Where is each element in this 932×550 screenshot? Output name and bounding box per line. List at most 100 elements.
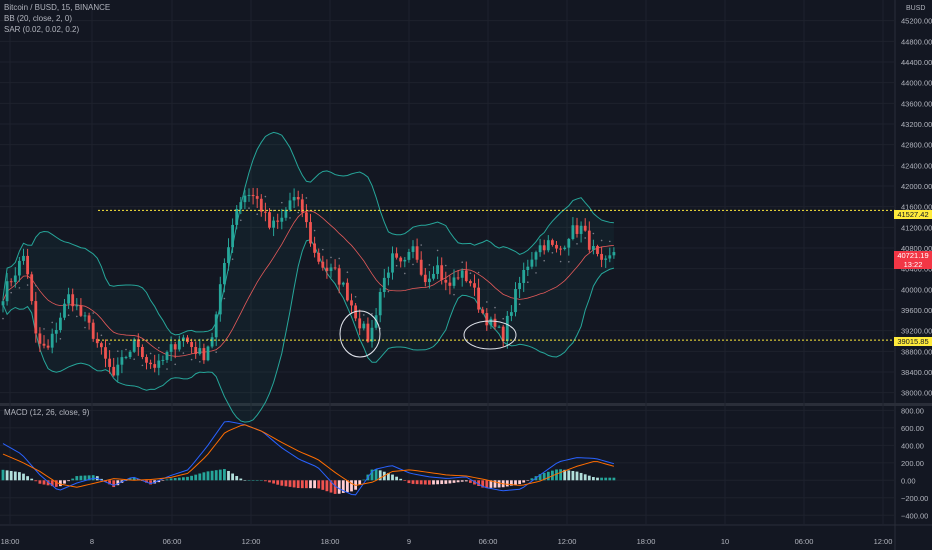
- axes[interactable]: 45200.00 44800.00 44400.00 44000.00 43600.00…: [1, 17, 932, 546]
- macd-histogram-bar: [1, 469, 5, 481]
- drawing-annotations[interactable]: [339, 310, 517, 358]
- sar-dot: [43, 328, 45, 330]
- macd-histogram-bar: [374, 469, 378, 481]
- bb-legend[interactable]: BB (20, close, 2, 0): [4, 14, 73, 23]
- macd-histogram-bar: [5, 470, 9, 481]
- candle-body: [452, 277, 456, 286]
- candle-body: [362, 323, 366, 329]
- candle-body: [464, 270, 468, 282]
- horizontal-levels[interactable]: [98, 209, 895, 341]
- macd-histogram-bar: [423, 480, 427, 485]
- macd-histogram-bar: [194, 474, 198, 481]
- candle-body: [436, 265, 439, 274]
- macd-histogram-bar: [288, 480, 292, 487]
- macd-histogram-bar: [71, 478, 75, 481]
- macd-histogram-bar: [571, 470, 575, 481]
- sar-dot: [281, 201, 283, 204]
- candle-body: [600, 253, 603, 260]
- time-tick-label: 12:00: [558, 537, 577, 546]
- candle-body: [71, 294, 75, 307]
- macd-histogram-bar: [313, 480, 316, 489]
- macd-histogram-bar: [182, 477, 185, 481]
- macd-histogram-bar: [177, 477, 181, 481]
- macd-histogram-bar: [559, 469, 562, 481]
- candle-body: [505, 315, 509, 342]
- macd-histogram-bar: [514, 480, 517, 485]
- sar-dot: [76, 315, 78, 318]
- macd-histogram-bar: [292, 480, 296, 488]
- price-tick-label: 38400.00: [901, 368, 932, 377]
- candle-body: [473, 283, 476, 288]
- macd-histogram-bar: [59, 480, 62, 487]
- candle-body: [612, 252, 616, 256]
- macd-histogram-bar: [575, 471, 579, 481]
- macd-histogram-bar: [473, 480, 476, 485]
- macd-histogram-bar: [542, 472, 546, 481]
- sar-dot: [133, 358, 135, 360]
- candle-body: [177, 340, 181, 350]
- candle-body: [358, 318, 362, 329]
- sar-dot: [346, 271, 349, 274]
- macd-histogram-bar: [325, 480, 329, 492]
- sar-dot: [518, 303, 521, 306]
- candle-body: [501, 326, 505, 342]
- candle-body: [46, 345, 50, 348]
- candle-body: [518, 282, 521, 290]
- candle-body: [206, 346, 210, 361]
- candle-body: [382, 277, 386, 292]
- price-tick-label: 41200.00: [901, 223, 932, 232]
- candle-body: [83, 315, 87, 317]
- macd-histogram-bar: [38, 480, 42, 484]
- candle-body: [399, 257, 403, 262]
- candle-body: [489, 318, 493, 326]
- currency-label: BUSD: [906, 5, 926, 12]
- candle-body: [210, 337, 214, 347]
- macd-tick-label: 600.00: [901, 424, 924, 433]
- sar-dot: [51, 321, 53, 324]
- candle-body: [374, 315, 378, 328]
- sar-dot: [371, 313, 373, 315]
- candle-body: [259, 198, 263, 212]
- candle-body: [63, 303, 66, 318]
- sar-dot: [215, 351, 217, 353]
- candle-body: [26, 255, 29, 275]
- candle-body: [514, 289, 517, 313]
- candle-body: [54, 330, 58, 334]
- sar-legend[interactable]: SAR (0.02, 0.02, 0.2): [4, 25, 80, 34]
- macd-legend[interactable]: MACD (12, 26, close, 9): [4, 408, 90, 417]
- macd-histogram-bar: [100, 478, 103, 481]
- macd-histogram-bar: [350, 480, 353, 492]
- macd-histogram-bar: [419, 480, 423, 485]
- macd-histogram-bar: [415, 480, 419, 485]
- macd-histogram-bar: [596, 477, 599, 481]
- sar-dot: [117, 350, 119, 352]
- time-tick-label: 18:00: [321, 537, 340, 546]
- bb-fill: [3, 132, 614, 423]
- macd-histogram-bar: [243, 480, 247, 481]
- macd-histogram-bar: [13, 471, 17, 481]
- sar-dot: [354, 295, 357, 298]
- candle-body: [67, 294, 70, 304]
- macd-histogram-bar: [239, 478, 243, 481]
- candle-body: [350, 300, 353, 306]
- candle-body: [497, 326, 501, 328]
- candle-body: [75, 305, 79, 307]
- candle-body: [481, 309, 485, 314]
- macd-histogram-bar: [259, 480, 263, 481]
- sar-dot: [576, 243, 578, 245]
- candle-body: [251, 194, 255, 197]
- price-tick-label: 40400.00: [901, 265, 932, 274]
- sar-dot: [67, 314, 70, 317]
- candle-body: [87, 315, 91, 323]
- macd-histogram-bar: [600, 477, 603, 481]
- macd-histogram-bar: [518, 480, 521, 485]
- time-tick-label: 06:00: [795, 537, 814, 546]
- price-tick-label: 40800.00: [901, 244, 932, 253]
- price-tick-label: 44800.00: [901, 37, 932, 46]
- symbol-legend[interactable]: Bitcoin / BUSD, 15, BINANCE: [4, 3, 111, 12]
- sar-dot: [199, 360, 201, 363]
- macd-histogram-bar: [87, 475, 91, 481]
- price-tick-label: 45200.00: [901, 17, 932, 26]
- macd-lines: [2, 420, 615, 496]
